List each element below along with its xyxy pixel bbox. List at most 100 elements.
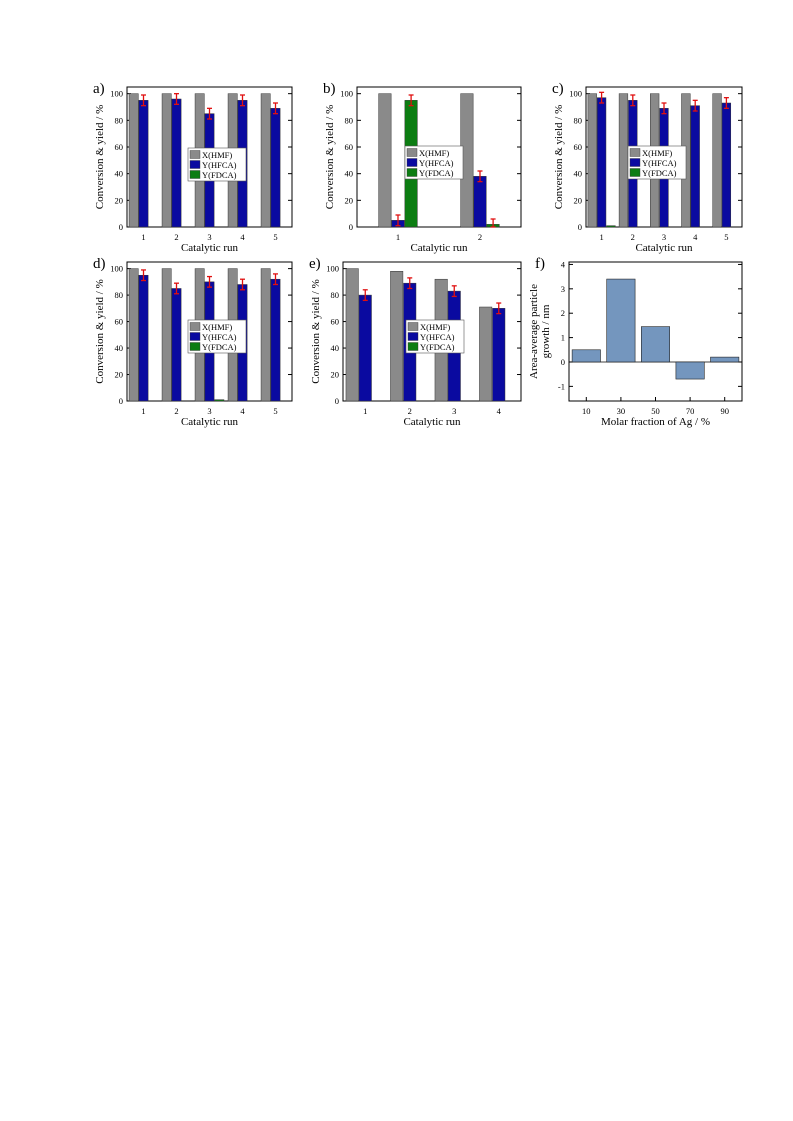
bar-xhmf <box>479 306 493 402</box>
legend-label: X(HMF) <box>202 150 232 160</box>
bar-growth <box>675 361 705 380</box>
x-axis-label: Catalytic run <box>181 416 239 428</box>
panel-label: e) <box>309 256 321 272</box>
x-tick-label: 90 <box>720 406 729 416</box>
chart-panel-3: c) 0 20 40 60 80 100 1 2 3 4 5 Catalytic run Conversi… <box>552 81 743 254</box>
y-tick-label: 0 <box>561 357 565 367</box>
x-tick-label: 1 <box>141 232 145 242</box>
legend-label: Y(HFCA) <box>202 332 237 342</box>
bar-growth <box>606 278 636 363</box>
bar-yhfca <box>171 288 182 402</box>
y-tick-label: 2 <box>561 308 565 318</box>
x-tick-label: 70 <box>686 406 695 416</box>
x-tick-label: 4 <box>497 406 502 416</box>
x-tick-label: 5 <box>273 406 277 416</box>
bar-xhmf <box>260 268 271 402</box>
bar-yhfca <box>270 278 281 402</box>
legend-label: Y(FDCA) <box>420 342 455 352</box>
bar-yhfca <box>473 176 487 228</box>
y-tick-label: 40 <box>345 169 354 179</box>
x-tick-label: 2 <box>408 406 412 416</box>
legend-swatch <box>189 160 201 169</box>
legend-label: Y(HFCA) <box>202 160 237 170</box>
bar-xhmf <box>260 93 271 228</box>
chart-panel-4: d) 0 20 40 60 80 100 1 2 3 4 5 Catalytic run Conversi… <box>93 256 293 428</box>
legend: X(HMF)Y(HFCA)Y(FDCA) <box>405 319 465 354</box>
legend-label: Y(FDCA) <box>642 168 677 178</box>
y-tick-label: 80 <box>345 115 354 125</box>
y-axis-label: Conversion & yield / % <box>324 105 336 210</box>
x-tick-label: 5 <box>724 232 728 242</box>
bar-xhmf <box>712 93 722 228</box>
legend-swatch <box>629 168 641 177</box>
legend-label: Y(FDCA) <box>202 342 237 352</box>
legend-label: X(HMF) <box>642 148 672 158</box>
legend-label: X(HMF) <box>420 322 450 332</box>
y-tick-label: 0 <box>349 222 353 232</box>
y-tick-label: 100 <box>110 89 123 99</box>
y-tick-label: 60 <box>331 317 340 327</box>
bar-xhmf <box>618 93 629 228</box>
y-tick-label: 20 <box>574 195 583 205</box>
y-axis-label: Conversion & yield / % <box>310 279 322 384</box>
y-tick-label: 20 <box>115 195 124 205</box>
legend-swatch <box>629 148 641 157</box>
legend-swatch <box>189 150 201 159</box>
bar-xhmf <box>378 93 392 228</box>
legend-swatch <box>406 158 418 167</box>
x-tick-label: 4 <box>240 232 245 242</box>
x-tick-label: 2 <box>631 232 635 242</box>
bar-yhfca <box>138 274 149 402</box>
y-tick-label: 20 <box>345 195 354 205</box>
x-tick-label: 1 <box>396 232 400 242</box>
x-tick-label: 4 <box>693 232 698 242</box>
y-tick-label: 80 <box>115 115 124 125</box>
bar-growth <box>710 356 740 363</box>
y-tick-label: 100 <box>110 264 123 274</box>
x-axis-label: Molar fraction of Ag / % <box>601 416 710 428</box>
x-tick-label: 5 <box>273 232 277 242</box>
y-tick-label: 80 <box>115 290 124 300</box>
x-tick-label: 3 <box>207 232 211 242</box>
x-tick-label: 3 <box>207 406 211 416</box>
plot-frame <box>356 86 522 228</box>
y-tick-label: 60 <box>115 317 124 327</box>
panel-label: a) <box>93 81 105 97</box>
y-tick-label: 100 <box>326 264 339 274</box>
legend-swatch <box>407 332 419 341</box>
x-tick-label: 3 <box>452 406 456 416</box>
y-axis-label: Conversion & yield / % <box>94 279 106 384</box>
y-tick-label: 40 <box>115 343 124 353</box>
legend-swatch <box>189 342 201 351</box>
legend-label: X(HMF) <box>202 322 232 332</box>
x-tick-label: 1 <box>599 232 603 242</box>
legend-swatch <box>189 170 201 179</box>
chart-panel-2: b) 0 20 40 60 80 100 1 2 Catalytic run Conversion … <box>323 81 522 254</box>
legend: X(HMF)Y(HFCA)Y(FDCA) <box>404 145 464 180</box>
bar-yhfca <box>721 102 732 228</box>
y-tick-label: 40 <box>115 169 124 179</box>
bar-xhmf <box>161 93 172 228</box>
bar-xhmf <box>587 93 597 228</box>
x-tick-label: 30 <box>617 406 626 416</box>
legend-swatch <box>406 168 418 177</box>
x-tick-label: 3 <box>662 232 666 242</box>
bar-yhfca <box>171 98 182 228</box>
bar-yhfca <box>358 294 372 402</box>
bar-xhmf <box>390 271 404 402</box>
y-axis-label-line: growth / nm <box>540 304 552 358</box>
legend-swatch <box>629 158 641 167</box>
y-tick-label: 0 <box>335 396 339 406</box>
x-axis-label: Catalytic run <box>410 242 468 254</box>
bar-growth <box>641 326 670 363</box>
chart-panel-1: a) 0 20 40 60 80 100 1 2 3 4 5 Catalytic run Conversi… <box>93 81 293 254</box>
bar-yhfca <box>270 108 281 228</box>
legend-label: Y(HFCA) <box>420 332 455 342</box>
x-tick-label: 2 <box>478 232 482 242</box>
x-tick-label: 1 <box>141 406 145 416</box>
bar-growth <box>571 349 601 363</box>
legend-label: Y(HFCA) <box>419 158 454 168</box>
panel-label: f) <box>535 256 545 272</box>
chart-panel-6: f) -1 0 1 2 3 4 10 30 50 70 90 Molar fraction of Ag … <box>528 256 743 428</box>
y-tick-label: 80 <box>331 290 340 300</box>
